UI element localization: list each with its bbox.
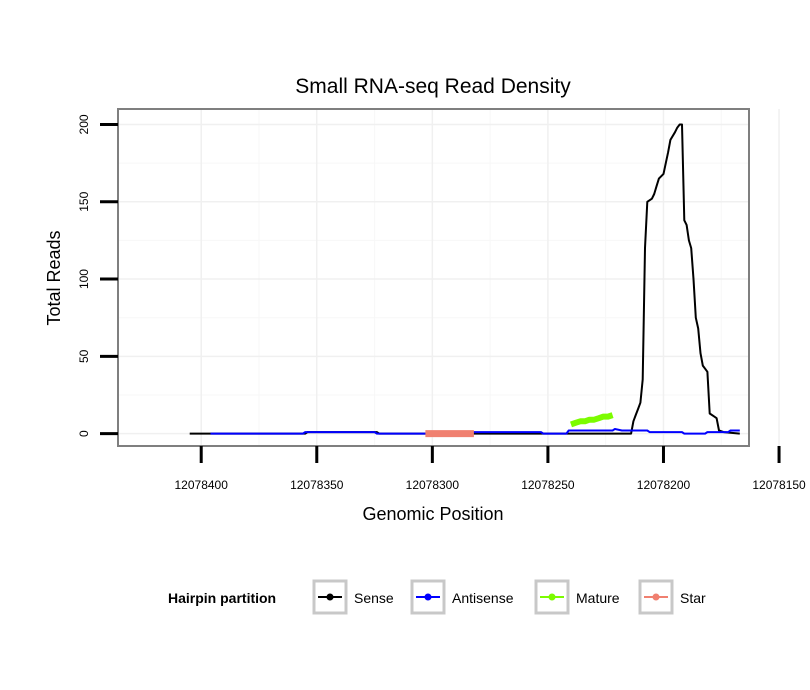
legend: Hairpin partition Sense Antisense Mature St… bbox=[168, 579, 706, 615]
y-tick-label: 100 bbox=[77, 269, 91, 289]
y-tick-label: 200 bbox=[77, 114, 91, 134]
x-tick-label: 12078150 bbox=[752, 478, 806, 492]
legend-key-point bbox=[424, 593, 432, 601]
legend-key-point bbox=[652, 593, 660, 601]
x-axis-title: Genomic Position bbox=[362, 504, 503, 524]
legend-label: Star bbox=[680, 590, 706, 606]
x-tick-label: 12078400 bbox=[175, 478, 229, 492]
legend-label: Sense bbox=[354, 590, 394, 606]
legend-title: Hairpin partition bbox=[168, 590, 276, 606]
legend-key-point bbox=[548, 593, 556, 601]
x-tick-label: 12078300 bbox=[406, 478, 460, 492]
legend-label: Antisense bbox=[452, 590, 514, 606]
y-tick-label: 150 bbox=[77, 191, 91, 211]
series-antisense-line bbox=[210, 428, 740, 435]
x-tick-label: 12078350 bbox=[290, 478, 344, 492]
legend-key-point bbox=[326, 593, 334, 601]
x-tick-label: 12078200 bbox=[637, 478, 691, 492]
legend-label: Mature bbox=[576, 590, 620, 606]
legend-item-star: Star bbox=[638, 579, 706, 615]
series-sense-line bbox=[189, 123, 740, 435]
y-axis: 0 50 100 150 200 bbox=[77, 114, 118, 437]
y-tick-label: 0 bbox=[77, 430, 91, 437]
legend-item-antisense: Antisense bbox=[410, 579, 514, 615]
legend-item-sense: Sense bbox=[312, 579, 394, 615]
x-axis: 12078400 12078350 12078300 12078250 12078200… bbox=[175, 446, 806, 492]
x-tick-label: 12078250 bbox=[521, 478, 575, 492]
legend-item-mature: Mature bbox=[534, 579, 620, 615]
y-tick-label: 50 bbox=[77, 349, 91, 363]
grid-lines bbox=[118, 109, 780, 446]
chart-title: Small RNA-seq Read Density bbox=[295, 75, 571, 98]
y-axis-title: Total Reads bbox=[44, 230, 64, 325]
series-mature-line bbox=[570, 412, 614, 428]
series-layer bbox=[189, 123, 740, 438]
